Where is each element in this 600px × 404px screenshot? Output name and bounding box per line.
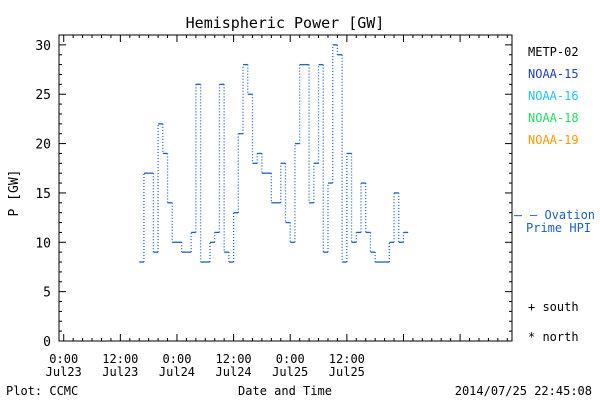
- marker-legend-entry: * north: [528, 330, 579, 344]
- legend-entry: NOAA-18: [528, 111, 579, 125]
- legend-entry: METP-02: [528, 45, 579, 59]
- x-tick-label-time: 0:00: [49, 352, 78, 366]
- footer-timestamp: 2014/07/25 22:45:08: [455, 384, 592, 398]
- x-tick-label-time: 12:00: [329, 352, 365, 366]
- x-axis-ticks: 0:00Jul2312:00Jul230:00Jul2412:00Jul240:…: [46, 35, 508, 379]
- x-tick-label-time: 0:00: [163, 352, 192, 366]
- x-tick-label-date: Jul23: [102, 365, 138, 379]
- x-tick-label-date: Jul24: [159, 365, 195, 379]
- y-tick-label: 30: [35, 39, 51, 54]
- legend-entry: NOAA-16: [528, 89, 579, 103]
- y-axis-ticks: 0 5 10 15 20 25 30: [35, 34, 512, 350]
- y-tick-label: 5: [43, 286, 51, 301]
- footer-plot-credit: Plot: CCMC: [6, 384, 78, 398]
- marker-legend: + south * north: [528, 300, 579, 344]
- x-tick-label-date: Jul25: [272, 365, 308, 379]
- x-tick-label-date: Jul25: [329, 365, 365, 379]
- y-tick-label: 15: [35, 187, 51, 202]
- ovation-label-line1: — Ovation: [530, 208, 595, 222]
- legend-entry: NOAA-15: [528, 67, 579, 81]
- ovation-legend: — Ovation Prime HPI: [526, 208, 595, 235]
- ovation-label-line2: Prime HPI: [526, 221, 591, 235]
- x-tick-label-time: 12:00: [102, 352, 138, 366]
- y-tick-label: 25: [35, 88, 51, 103]
- y-tick-label: 10: [35, 236, 51, 251]
- marker-legend-entry: + south: [528, 300, 579, 314]
- plot-frame: [58, 34, 513, 342]
- x-tick-label-date: Jul24: [216, 365, 252, 379]
- y-tick-label: 20: [35, 138, 51, 153]
- x-tick-label-time: 12:00: [216, 352, 252, 366]
- x-tick-label-date: Jul23: [46, 365, 82, 379]
- y-tick-label: 0: [43, 335, 51, 350]
- chart-title: Hemispheric Power [GW]: [186, 14, 385, 32]
- x-axis-label: Date and Time: [238, 384, 332, 398]
- series-lines: [139, 44, 522, 263]
- x-tick-label-time: 0:00: [276, 352, 305, 366]
- y-axis-label: P [GW]: [7, 170, 22, 217]
- legend: METP-02 NOAA-15 NOAA-16 NOAA-18 NOAA-19: [528, 45, 579, 147]
- legend-entry: NOAA-19: [528, 133, 579, 147]
